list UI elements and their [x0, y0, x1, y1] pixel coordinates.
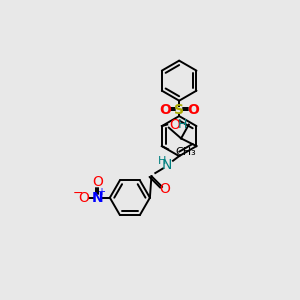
- Text: O: O: [92, 175, 103, 189]
- Text: +: +: [97, 187, 105, 197]
- Text: O: O: [159, 182, 170, 196]
- Text: O: O: [159, 103, 171, 117]
- Text: N: N: [92, 191, 103, 205]
- Text: O: O: [169, 118, 180, 131]
- Text: O: O: [187, 103, 199, 117]
- Text: −: −: [73, 187, 83, 200]
- Text: H: H: [178, 118, 187, 131]
- Text: S: S: [174, 103, 184, 117]
- Text: O: O: [78, 191, 89, 205]
- Text: H: H: [158, 156, 166, 166]
- Text: CH₃: CH₃: [175, 147, 196, 157]
- Text: N: N: [162, 158, 172, 172]
